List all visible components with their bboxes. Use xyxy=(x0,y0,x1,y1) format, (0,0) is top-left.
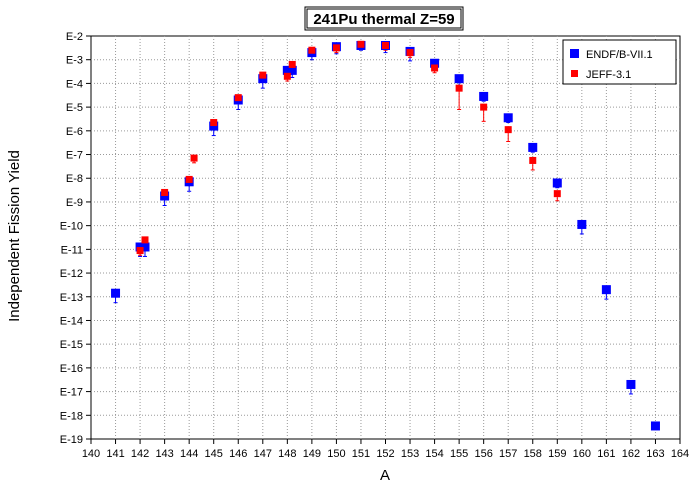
y-tick-label: E-16 xyxy=(60,363,83,375)
y-tick-label: E-17 xyxy=(60,387,83,399)
data-point-jeff xyxy=(190,154,198,162)
data-point-endf xyxy=(503,113,513,123)
x-tick-label: 155 xyxy=(450,448,468,460)
data-point-endf xyxy=(552,178,562,188)
data-point-endf xyxy=(160,191,170,201)
data-point-endf xyxy=(650,421,660,431)
x-axis-title: A xyxy=(380,467,390,484)
x-tick-label: 143 xyxy=(155,448,173,460)
x-tick-label: 146 xyxy=(229,448,247,460)
legend: ENDF/B-VII.1 JEFF-3.1 xyxy=(562,39,677,85)
data-series xyxy=(111,40,660,431)
x-tick-label: 161 xyxy=(597,448,615,460)
y-tick-label: E-14 xyxy=(60,315,83,327)
x-tick-label: 140 xyxy=(82,448,100,460)
y-tick-label: E-19 xyxy=(60,434,83,446)
data-point-endf xyxy=(111,288,121,298)
y-tick-label: E-10 xyxy=(60,221,83,233)
data-point-jeff xyxy=(455,84,463,92)
x-tick-label: 158 xyxy=(524,448,542,460)
data-point-jeff xyxy=(210,119,218,127)
data-point-jeff xyxy=(185,175,193,183)
grid-lines xyxy=(91,36,680,439)
x-tick-label: 148 xyxy=(278,448,296,460)
data-point-jeff xyxy=(308,46,316,54)
x-tick-label: 157 xyxy=(499,448,517,460)
x-tick-label: 164 xyxy=(671,448,689,460)
legend-marker-jeff xyxy=(571,70,578,77)
x-tick-label: 145 xyxy=(205,448,223,460)
x-tick-label: 152 xyxy=(376,448,394,460)
x-tick-label: 151 xyxy=(352,448,370,460)
x-tick-label: 149 xyxy=(303,448,321,460)
data-point-jeff xyxy=(161,188,169,196)
data-point-jeff xyxy=(357,40,365,48)
legend-box xyxy=(562,39,677,85)
x-tick-label: 142 xyxy=(131,448,149,460)
chart-title-box: 241Pu thermal Z=59 xyxy=(304,6,464,31)
data-point-jeff xyxy=(259,71,267,79)
data-point-endf xyxy=(135,242,145,252)
data-point-jeff xyxy=(480,103,488,111)
y-axis-ticks: E-2 E-3 E-4 E-5 E-6 E-7 E-8 E-9 E-10 E-11 E-12 E-13… xyxy=(60,31,91,446)
x-tick-label: 144 xyxy=(180,448,198,460)
x-tick-label: 150 xyxy=(327,448,345,460)
data-point-endf xyxy=(282,65,292,75)
data-point-endf xyxy=(209,121,219,131)
y-tick-label: E-3 xyxy=(66,55,83,67)
y-tick-label: E-5 xyxy=(66,102,83,114)
x-tick-label: 156 xyxy=(474,448,492,460)
data-point-jeff xyxy=(431,64,439,72)
legend-marker-endf xyxy=(570,49,579,58)
data-point-endf xyxy=(528,142,538,152)
x-tick-label: 147 xyxy=(254,448,272,460)
data-point-jeff xyxy=(504,126,512,134)
y-tick-label: E-11 xyxy=(61,244,83,256)
x-tick-label: 154 xyxy=(425,448,443,460)
data-point-endf xyxy=(430,58,440,68)
chart-title: 241Pu thermal Z=59 xyxy=(313,11,454,28)
data-point-endf xyxy=(577,219,587,229)
x-tick-label: 153 xyxy=(401,448,419,460)
legend-label-endf: ENDF/B-VII.1 xyxy=(586,49,653,61)
data-point-jeff xyxy=(141,236,149,244)
data-point-jeff xyxy=(553,190,561,198)
data-point-endf xyxy=(454,74,464,84)
data-point-jeff xyxy=(283,72,291,80)
data-point-jeff xyxy=(406,49,414,57)
x-tick-label: 162 xyxy=(622,448,640,460)
data-point-jeff xyxy=(234,94,242,102)
y-tick-label: E-18 xyxy=(60,410,83,422)
y-tick-label: E-9 xyxy=(66,197,83,209)
data-point-jeff xyxy=(288,60,296,68)
x-tick-label: 163 xyxy=(646,448,664,460)
y-tick-label: E-13 xyxy=(60,292,83,304)
x-axis-ticks: 140 141 142 143 144 145 146 147 148 149 150 151 152 1… xyxy=(82,439,689,460)
y-tick-label: E-6 xyxy=(66,126,83,138)
y-tick-label: E-12 xyxy=(60,268,83,280)
data-point-endf xyxy=(287,65,297,75)
x-tick-label: 159 xyxy=(548,448,566,460)
y-tick-label: E-15 xyxy=(60,339,83,351)
data-point-endf xyxy=(140,242,150,252)
y-axis-title: Independent Fission Yield xyxy=(6,150,23,322)
data-point-jeff xyxy=(529,156,537,164)
y-tick-label: E-7 xyxy=(66,150,83,162)
title-inner-border xyxy=(306,8,462,29)
data-point-jeff xyxy=(382,41,389,49)
x-tick-label: 160 xyxy=(573,448,591,460)
y-tick-label: E-8 xyxy=(66,173,83,185)
data-point-endf xyxy=(479,91,489,101)
y-tick-label: E-4 xyxy=(66,78,83,90)
data-point-jeff xyxy=(332,44,340,52)
data-point-jeff xyxy=(136,247,144,255)
data-point-endf xyxy=(258,74,268,84)
y-tick-label: E-2 xyxy=(66,31,83,43)
data-point-endf xyxy=(601,285,611,295)
x-tick-label: 141 xyxy=(106,448,124,460)
data-point-endf xyxy=(626,379,636,389)
legend-label-jeff: JEFF-3.1 xyxy=(586,69,631,81)
